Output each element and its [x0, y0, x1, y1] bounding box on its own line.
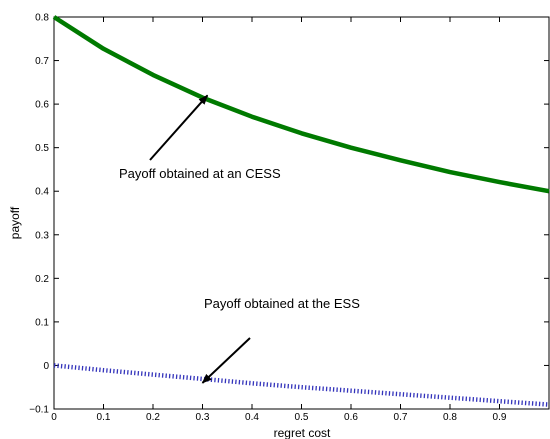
annotation-text-1: Payoff obtained at an CESS: [119, 166, 281, 181]
annotation-arrow-2: [201, 337, 251, 384]
y-tick-label: 0.1: [35, 317, 49, 328]
series-layer: [52, 15, 550, 407]
y-axis-label: payoff: [8, 206, 22, 239]
x-tick-label: 0.2: [146, 412, 160, 423]
series-line-2: [53, 363, 550, 407]
x-tick-label: 0.8: [443, 412, 457, 423]
x-tick-label: 0.1: [97, 412, 111, 423]
annotation-text-2: Payoff obtained at the ESS: [204, 296, 360, 311]
tick-layer: 0 0.1 0.2 0.3 0.4 0.5 0.6 0.7 0.8 0.9−0.100.10.20…: [29, 13, 549, 423]
y-tick-label: 0.8: [35, 13, 49, 24]
annotation-arrow-1: [149, 94, 209, 161]
y-tick-label: 0.3: [35, 230, 49, 241]
x-axis-label: regret cost: [274, 426, 331, 439]
x-tick-label: 0.6: [344, 412, 358, 423]
x-tick-label: 0.7: [394, 412, 408, 423]
x-tick-label: 0.5: [295, 412, 309, 423]
annotation-layer: Payoff obtained at an CESS Payoff obtaine…: [119, 94, 360, 384]
y-tick-label: 0.6: [35, 100, 49, 111]
x-tick-label: 0: [51, 412, 57, 423]
y-tick-label: 0.5: [35, 143, 49, 154]
x-tick-label: 0.4: [245, 412, 259, 423]
y-tick-label: 0.7: [35, 56, 49, 67]
x-tick-label: 0.3: [196, 412, 210, 423]
plot-frame: [53, 16, 550, 410]
y-tick-label: 0.4: [35, 187, 49, 198]
plot-border: [53, 16, 550, 410]
y-tick-label: 0.2: [35, 274, 49, 285]
series-line-1: [52, 15, 550, 194]
y-tick-label: 0: [43, 361, 49, 372]
y-tick-label: −0.1: [29, 405, 49, 416]
x-tick-label: 0.9: [493, 412, 507, 423]
